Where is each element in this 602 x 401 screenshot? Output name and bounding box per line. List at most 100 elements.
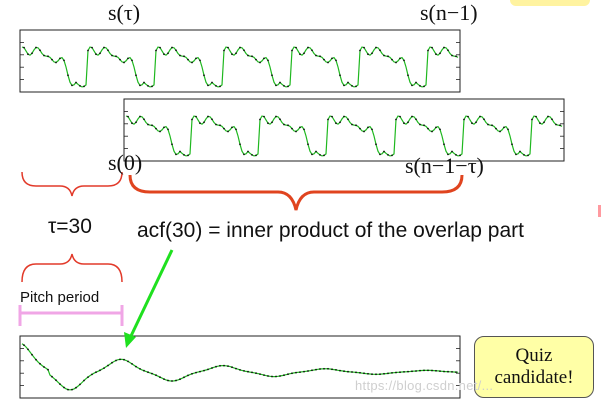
- label-s-n-minus-1: s(n−1): [420, 0, 478, 25]
- sample-dot: [31, 52, 33, 55]
- sample-dot: [295, 46, 297, 49]
- sample-dot: [291, 127, 293, 130]
- sample-dot: [239, 46, 241, 49]
- acf-ticks: [20, 347, 460, 387]
- sample-dot: [379, 49, 381, 52]
- sample-dot: [143, 118, 145, 121]
- sample-dot: [235, 52, 237, 55]
- sample-dot: [307, 370, 309, 372]
- sample-dot: [55, 379, 57, 382]
- sample-dot: [87, 49, 89, 52]
- sample-dot: [127, 115, 129, 118]
- sample-dot: [203, 74, 205, 77]
- sample-dot: [163, 126, 165, 129]
- sample-dot: [527, 154, 529, 157]
- sample-dot: [447, 153, 449, 156]
- sample-dot: [231, 126, 233, 129]
- top-waveform-samples: [23, 46, 457, 88]
- sample-dot: [135, 365, 137, 368]
- sample-dot: [243, 370, 245, 372]
- sample-dot: [95, 53, 97, 56]
- sample-dot: [299, 53, 301, 56]
- sample-dot: [211, 118, 213, 121]
- acf-frame: [19, 335, 461, 399]
- sample-dot: [131, 122, 133, 125]
- sample-dot: [487, 123, 489, 126]
- sample-dot: [351, 85, 353, 87]
- sample-dot: [139, 115, 141, 118]
- sample-dot: [403, 59, 405, 62]
- sample-dot: [443, 46, 445, 49]
- sample-dot: [303, 52, 305, 55]
- sample-dot: [215, 85, 217, 87]
- sample-dot: [411, 84, 413, 87]
- sample-dot: [187, 58, 189, 61]
- sample-dot: [387, 55, 389, 58]
- sample-dot: [199, 370, 201, 373]
- sample-dot: [355, 85, 357, 88]
- sample-dot: [251, 55, 253, 58]
- sample-dot: [547, 115, 549, 118]
- top-waveform-ticks: [20, 42, 460, 80]
- sample-dot: [259, 373, 261, 375]
- quiz-line-2: candidate!: [494, 367, 574, 388]
- sample-dot: [63, 59, 65, 62]
- sample-dot: [351, 371, 353, 373]
- sample-dot: [355, 124, 357, 127]
- sample-dot: [363, 130, 365, 133]
- sample-dot: [391, 58, 393, 61]
- sample-dot: [23, 344, 25, 346]
- sample-dot: [331, 368, 333, 371]
- sample-dot: [67, 74, 69, 77]
- sample-dot: [27, 348, 29, 351]
- quiz-callout: Quiz candidate!: [474, 336, 594, 398]
- sample-dot: [159, 376, 161, 379]
- sample-dot: [147, 371, 149, 374]
- sample-dot: [287, 85, 289, 88]
- sample-dot: [175, 153, 177, 156]
- sample-dot: [411, 370, 413, 373]
- sample-dot: [243, 153, 245, 156]
- sample-dot: [479, 115, 481, 118]
- sample-dot: [263, 57, 265, 60]
- sample-dot: [43, 54, 45, 57]
- quiz-line-1: Quiz: [515, 345, 553, 366]
- sample-dot: [183, 55, 185, 58]
- sample-dot: [379, 373, 381, 376]
- sample-dot: [223, 49, 225, 52]
- sample-dot: [175, 49, 177, 52]
- sample-dot: [539, 122, 541, 125]
- sample-dot: [387, 372, 389, 375]
- sample-dot: [39, 49, 41, 52]
- sample-dot: [67, 388, 69, 391]
- sample-dot: [483, 118, 485, 121]
- sample-dot: [147, 85, 149, 87]
- sample-dot: [275, 375, 277, 378]
- sample-dot: [147, 123, 149, 126]
- sample-dot: [207, 368, 209, 371]
- sample-dot: [195, 57, 197, 60]
- sample-dot: [531, 118, 533, 121]
- sample-dot: [307, 143, 309, 146]
- sample-dot: [247, 150, 249, 153]
- sample-dot: [51, 375, 53, 378]
- sample-dot: [155, 127, 157, 130]
- sample-dot: [259, 118, 261, 121]
- sample-dot: [139, 84, 141, 87]
- sample-dot: [419, 85, 421, 87]
- overlap-brace: [128, 174, 464, 211]
- sample-dot: [303, 370, 305, 373]
- sample-dot: [507, 128, 509, 131]
- sample-dot: [347, 370, 349, 373]
- sample-dot: [111, 54, 113, 57]
- sample-dot: [451, 371, 453, 373]
- sample-dot: [371, 128, 373, 131]
- sample-dot: [343, 115, 345, 118]
- top-waveform-frame: [19, 29, 461, 93]
- sample-dot: [495, 127, 497, 130]
- sample-dot: [227, 130, 229, 133]
- sample-dot: [271, 74, 273, 77]
- sample-dot: [467, 115, 469, 118]
- sample-dot: [135, 121, 137, 124]
